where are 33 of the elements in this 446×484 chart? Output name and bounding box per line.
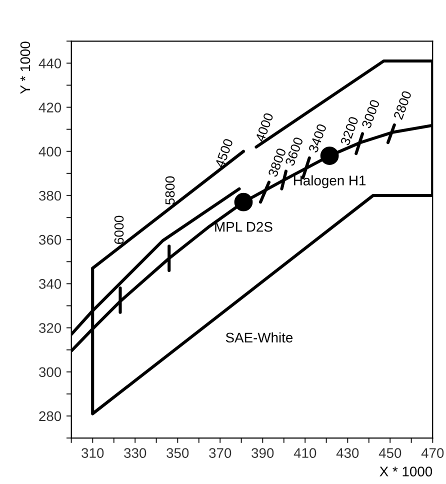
- x-tick-label: 470: [421, 448, 444, 458]
- y-tick-label: 380: [38, 190, 62, 201]
- y-tick-label: 400: [38, 146, 62, 157]
- annotation: SAE-White: [226, 332, 293, 343]
- y-tick-label: 440: [38, 58, 62, 68]
- annotation: 3600: [284, 136, 304, 166]
- annotation: 2800: [393, 90, 412, 120]
- y-tick-label: 320: [38, 323, 62, 333]
- x-tick-label: 350: [166, 448, 189, 458]
- annotation: 5800: [165, 176, 175, 205]
- annotation: 6000: [114, 216, 124, 244]
- x-tick-label: 410: [294, 448, 316, 458]
- x-tick-label: 390: [252, 448, 274, 458]
- annotation: 4000: [255, 112, 274, 142]
- annotation: 4500: [214, 138, 234, 168]
- series-label: Halogen H1: [294, 175, 366, 188]
- annotation: 3800: [268, 148, 286, 178]
- annotation: 3200: [340, 116, 359, 146]
- annotation: 3000: [361, 99, 380, 129]
- x-tick-label: 310: [82, 448, 104, 458]
- series-label: MPL D2S: [215, 222, 272, 232]
- y-tick-label: 280: [39, 411, 62, 422]
- y-axis-title: Y * 1000: [20, 42, 30, 94]
- x-tick-label: 430: [336, 448, 359, 458]
- y-tick-label: 420: [38, 102, 62, 112]
- x-tick-label: 370: [209, 448, 232, 458]
- x-tick-label: 330: [124, 448, 146, 458]
- y-tick-label: 340: [38, 279, 62, 289]
- y-tick-label: 360: [38, 234, 62, 245]
- y-tick-label: 300: [38, 367, 62, 378]
- x-tick-label: 450: [378, 448, 402, 458]
- annotation: 3400: [308, 123, 327, 154]
- x-axis-title: X * 1000: [380, 466, 432, 476]
